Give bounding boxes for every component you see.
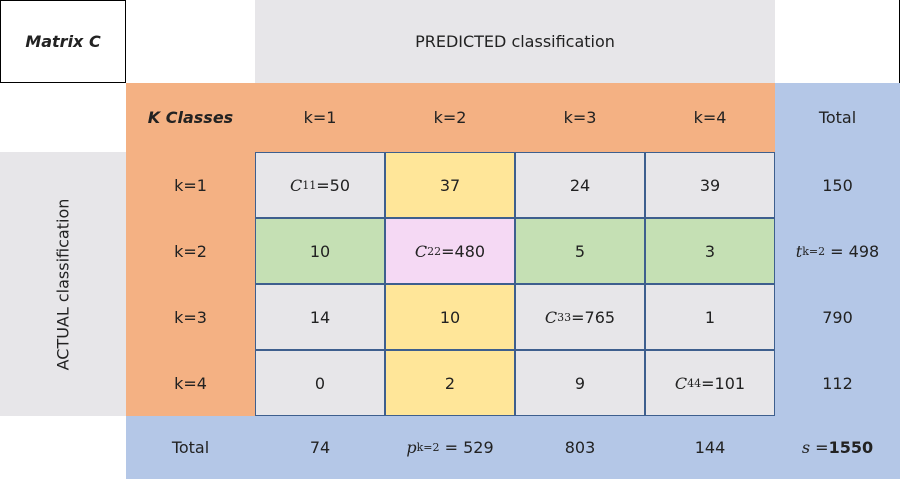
cell-text: =50 [316,175,350,195]
matrix-cell: 10 [385,284,515,350]
row-label: k=4 [126,350,255,416]
subscript: k=2 [416,441,440,454]
subscript: 22 [427,244,442,258]
matrix-title: Matrix C [0,0,126,83]
row-total: 790 [775,284,900,350]
subscript: 44 [687,376,702,390]
subscript: 33 [557,310,572,324]
row-total: 112 [775,350,900,416]
cell-bold: 1550 [828,438,874,457]
matrix-cell: C 22 =480 [385,218,515,284]
matrix-cell: 5 [515,218,645,284]
corner-label: K Classes [126,83,255,152]
matrix-cell: 9 [515,350,645,416]
column-total: p k=2 = 529 [385,416,515,479]
cell-text: =765 [571,307,616,327]
matrix-cell: 0 [255,350,385,416]
symbol: s [801,438,811,457]
symbol: C [674,373,688,393]
row-total: t k=2 = 498 [775,218,900,284]
predicted-header: PREDICTED classification [255,0,775,83]
row-label: k=3 [126,284,255,350]
cell-text: = 529 [439,438,494,457]
matrix-cell: 2 [385,350,515,416]
cell-text: =101 [701,373,746,393]
symbol: p [406,438,417,457]
cell-text: =480 [441,241,486,261]
row-label: k=1 [126,152,255,218]
subscript: 11 [302,178,317,192]
matrix-cell: 39 [645,152,775,218]
symbol: C [414,241,428,261]
subscript: k=2 [802,244,826,258]
column-header: k=4 [645,83,775,152]
column-header: k=3 [515,83,645,152]
matrix-cell: C 33 =765 [515,284,645,350]
column-header: Total [775,83,900,152]
column-header: k=1 [255,83,385,152]
matrix-cell: 37 [385,152,515,218]
row-label: k=2 [126,218,255,284]
total-label: Total [126,416,255,479]
matrix-cell: 10 [255,218,385,284]
cell-text: = 498 [825,241,880,261]
matrix-cell: 3 [645,218,775,284]
column-total: 144 [645,416,775,479]
symbol: C [544,307,558,327]
column-total: 803 [515,416,645,479]
matrix-cell: 1 [645,284,775,350]
symbol: C [289,175,303,195]
matrix-cell: 24 [515,152,645,218]
matrix-cell: C 44 =101 [645,350,775,416]
actual-header: ACTUAL classification [53,198,73,370]
matrix-cell: C 11 =50 [255,152,385,218]
matrix-cell: 14 [255,284,385,350]
actual-header-cell: ACTUAL classification [0,152,126,416]
column-total: 74 [255,416,385,479]
column-total: s = 1550 [775,416,900,479]
row-total: 150 [775,152,900,218]
column-header: k=2 [385,83,515,152]
symbol: t [795,241,803,261]
cell-text: = [810,438,829,457]
